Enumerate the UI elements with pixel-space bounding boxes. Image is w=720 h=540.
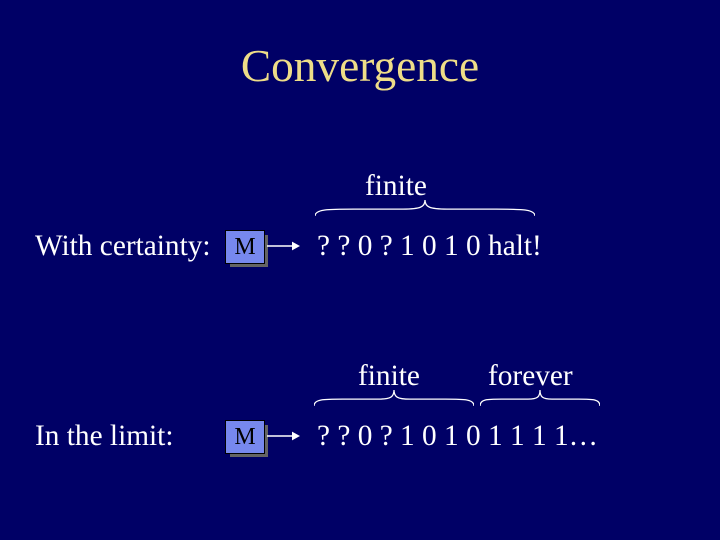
row2-finite-label: finite	[358, 360, 420, 393]
row2-output: ? ? 0 ? 1 0 1 0 1 1 1 1…	[317, 420, 598, 453]
slide: Convergence With certainty: M ? ? 0 ? 1 …	[0, 0, 720, 540]
row2-forever-label: forever	[488, 360, 573, 393]
row2-arrow-icon	[0, 0, 720, 540]
